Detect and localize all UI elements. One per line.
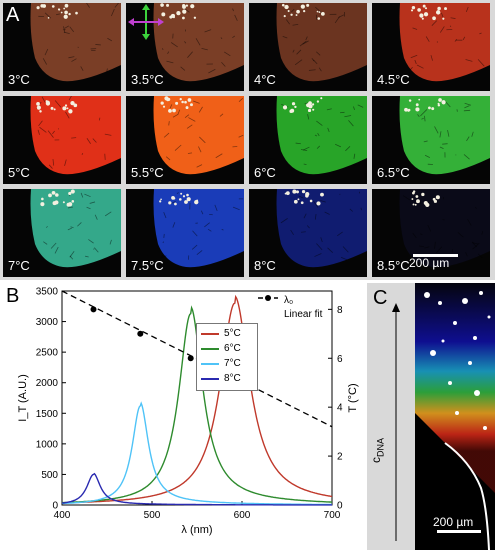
y2-tick-label: 2 xyxy=(337,452,343,463)
y-tick-label: 0 xyxy=(52,501,58,512)
lambda0-point xyxy=(187,355,194,362)
micrograph-tile: 6°C xyxy=(249,96,367,184)
x-tick-label: 400 xyxy=(54,510,71,521)
y-tick-label: 3500 xyxy=(36,287,59,298)
legend-item-series: 6°C xyxy=(201,341,253,356)
y-tick-label: 3000 xyxy=(36,317,59,328)
y2-axis-label: T (°C) xyxy=(347,383,359,412)
tile-temperature-label: 4.5°C xyxy=(377,72,410,87)
chart-legend-top: λ₀ Linear fit xyxy=(258,293,322,321)
micrograph-tile: 4°C xyxy=(249,3,367,91)
micrograph-tile: 8°C xyxy=(249,189,367,277)
micrograph-tile: 3.5°C xyxy=(126,3,244,91)
x-axis-label: λ (nm) xyxy=(181,524,212,536)
scale-bar-c xyxy=(437,530,481,533)
concentration-axis-label: cDNA xyxy=(369,437,386,463)
micrograph-tile: 8.5°C xyxy=(372,189,490,277)
tile-temperature-label: 4°C xyxy=(254,72,276,87)
legend-item-series: 7°C xyxy=(201,356,253,371)
tile-temperature-label: 7°C xyxy=(8,258,30,273)
micrograph-tile: 3°C xyxy=(3,3,121,91)
gradient-micrograph xyxy=(415,283,495,550)
y-tick-label: 1000 xyxy=(36,439,59,450)
tile-temperature-label: 8.5°C xyxy=(377,258,410,273)
y-tick-label: 2500 xyxy=(36,348,59,359)
concentration-arrow-icon xyxy=(392,303,400,541)
tile-temperature-label: 8°C xyxy=(254,258,276,273)
x-tick-label: 700 xyxy=(324,510,341,521)
micrograph-tile: 7.5°C xyxy=(126,189,244,277)
y2-tick-label: 4 xyxy=(337,403,343,414)
spectra-chart: 400 500 600 7000500100015002000250030003500… xyxy=(17,287,359,537)
y-tick-label: 2000 xyxy=(36,378,59,389)
series-line xyxy=(62,294,333,504)
micrograph-tile: 5°C xyxy=(3,96,121,184)
lambda0-point xyxy=(90,306,97,313)
orientation-arrows-icon xyxy=(128,4,164,40)
tile-temperature-label: 5°C xyxy=(8,165,30,180)
scale-bar-a xyxy=(413,254,458,257)
panel-c-letter: C xyxy=(373,287,388,309)
series-line xyxy=(62,401,332,506)
lambda0-point xyxy=(137,330,144,337)
x-tick-label: 500 xyxy=(144,510,161,521)
panel-a: 3°C 3.5°C 4°C 4.5°C 5°C 5.5°C 6°C 6.5°C 7°C 7.5°C… xyxy=(0,0,495,280)
y-tick-label: 500 xyxy=(41,470,58,481)
tile-temperature-label: 5.5°C xyxy=(131,165,164,180)
micrograph-tile: 6.5°C xyxy=(372,96,490,184)
x-tick-label: 600 xyxy=(234,510,251,521)
scale-bar-c-label: 200 µm xyxy=(433,515,474,529)
micrograph-tile: 7°C xyxy=(3,189,121,277)
tile-temperature-label: 3°C xyxy=(8,72,30,87)
series-line xyxy=(61,472,332,506)
scale-bar-a-label: 200 µm xyxy=(409,256,450,270)
y2-tick-label: 8 xyxy=(337,305,343,316)
tile-temperature-label: 3.5°C xyxy=(131,72,164,87)
chart-legend-series: 5°C 6°C 7°C 8°C xyxy=(196,323,258,391)
legend-item-series: 8°C xyxy=(201,371,253,386)
tile-temperature-label: 6.5°C xyxy=(377,165,410,180)
panel-b: 400 500 600 700 0 500 1000 1500 2000 2500 3000 3500… xyxy=(0,283,365,550)
panel-c: C cDNA xyxy=(367,283,495,550)
legend-item-series: 5°C xyxy=(201,326,253,341)
y2-tick-label: 0 xyxy=(337,501,343,512)
y2-tick-label: 6 xyxy=(337,354,343,365)
legend-item-linear-fit: Linear fit xyxy=(258,297,323,320)
micrograph-tile: 4.5°C xyxy=(372,3,490,91)
panel-a-letter: A xyxy=(6,4,20,26)
tile-temperature-label: 7.5°C xyxy=(131,258,164,273)
y-tick-label: 1500 xyxy=(36,409,59,420)
y-axis-label: I_T (A.U.) xyxy=(17,374,29,421)
panel-b-letter: B xyxy=(6,285,20,307)
tile-temperature-label: 6°C xyxy=(254,165,276,180)
micrograph-tile: 5.5°C xyxy=(126,96,244,184)
